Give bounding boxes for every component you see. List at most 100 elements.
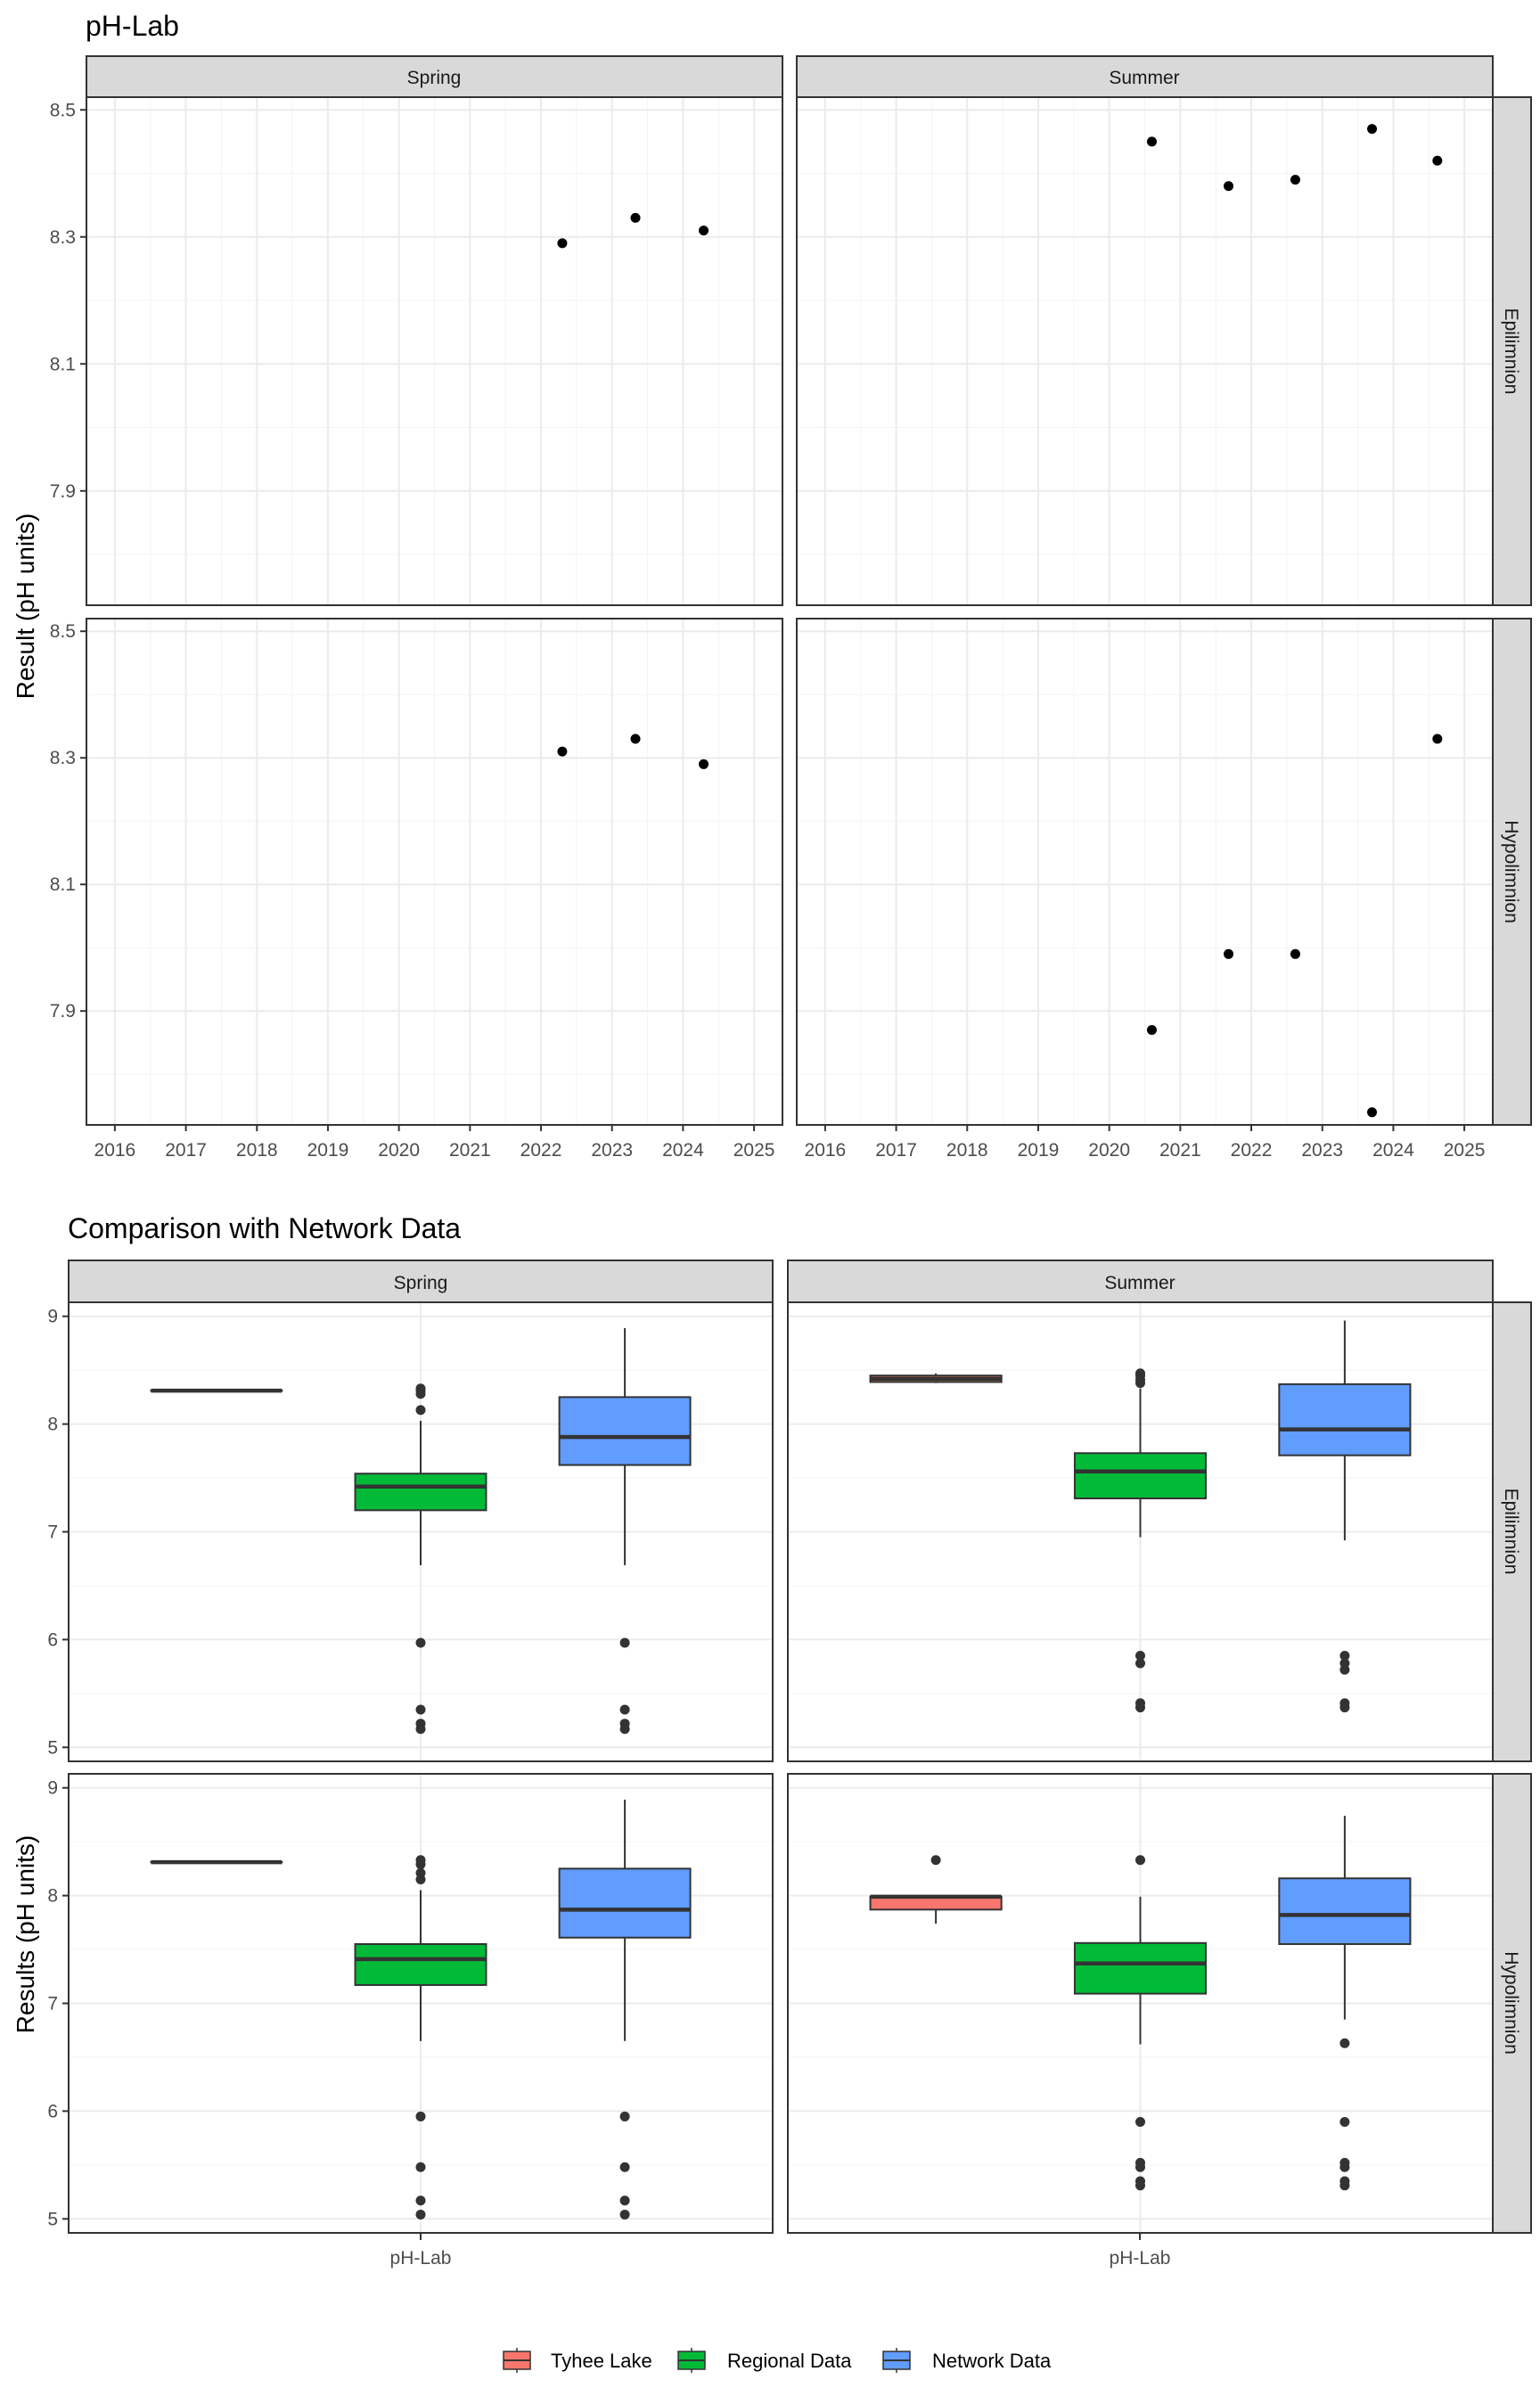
x-tick-label: 2025 (1444, 1140, 1486, 1161)
outlier-point (619, 2195, 630, 2206)
outlier-point (619, 1637, 630, 1648)
y-tick-label: 9 (47, 1778, 58, 1799)
legend-label-tyhee-lake: Tyhee Lake (551, 2350, 652, 2372)
scatter-y-ticks: 7.9 8.1 8.3 8.5 7.9 8.1 8.3 8.5 (50, 100, 86, 1022)
y-tick-label: 8.1 (50, 354, 76, 374)
y-tick-label: 8.3 (50, 227, 76, 248)
x-tick-label: 2018 (946, 1140, 988, 1161)
box-body (558, 1867, 692, 1939)
outlier-point (1135, 2162, 1145, 2172)
outlier-point (1339, 2162, 1350, 2172)
x-tick-label: 2023 (591, 1140, 633, 1161)
x-tick-label: 2016 (94, 1140, 136, 1161)
y-tick-label: 8.1 (50, 874, 76, 895)
outlier-point (1135, 1658, 1145, 1669)
boxplot-x-tick-label-spring: pH-Lab (390, 2248, 452, 2269)
scatter-strip-label-epilimnion: Epilimnion (1501, 308, 1521, 395)
data-point (699, 226, 709, 236)
box-regional-data (1073, 1368, 1208, 1713)
x-tick-label: 2020 (1088, 1140, 1130, 1161)
boxplot-strip-label-spring: Spring (394, 1273, 448, 1293)
x-tick-label: 2023 (1301, 1140, 1343, 1161)
scatter-strip-label-spring: Spring (407, 68, 462, 88)
scatter-title: pH-Lab (86, 10, 179, 42)
legend-item-tyhee-lake: Tyhee Lake (503, 2348, 652, 2373)
outlier-point (415, 2209, 426, 2220)
legend-label-regional-data: Regional Data (727, 2350, 852, 2372)
boxplot-title: Comparison with Network Data (68, 1212, 461, 1244)
y-tick-label: 7 (47, 1522, 58, 1543)
x-tick-label: 2025 (733, 1140, 775, 1161)
boxplot-strip-spring (68, 1260, 774, 1303)
scatter-strip-summer (796, 55, 1494, 98)
x-tick-label: 2020 (378, 1140, 420, 1161)
x-tick-label: 2017 (165, 1140, 207, 1161)
boxplot-panels (68, 1301, 1494, 2234)
box-tyhee-lake (869, 1855, 1003, 1924)
boxplot-strip-label-hypolimnion: Hypolimnion (1501, 1951, 1521, 2055)
outlier-point (1135, 1703, 1145, 1713)
data-point (1432, 155, 1443, 166)
box-network-data (558, 1800, 692, 2220)
outlier-point (415, 1724, 426, 1735)
data-point (1224, 948, 1234, 959)
y-tick-label: 7 (47, 1994, 58, 2014)
scatter-panel-spring-hypolimnion (86, 618, 783, 1126)
box-body (558, 1396, 692, 1466)
outlier-point (930, 1855, 941, 1866)
y-tick-label: 6 (47, 2101, 58, 2121)
box-network-data (1278, 1816, 1412, 2191)
outlier-point (1135, 2180, 1145, 2191)
data-point (1224, 181, 1234, 192)
boxplot-chart: Comparison with Network Data Results (pH… (12, 1212, 1532, 2269)
x-tick-label: 2024 (1372, 1140, 1414, 1161)
boxplot-panel-spring-hypolimnion (68, 1773, 774, 2234)
box-tyhee-lake (869, 1373, 1003, 1383)
scatter-y-axis-label: Result (pH units) (12, 513, 39, 700)
scatter-x-ticks: 2016 2017 2018 2019 2020 2021 2022 2023 2024 2025… (94, 1125, 1486, 1161)
x-tick-label: 2021 (1159, 1140, 1201, 1161)
boxplot-strip-label-epilimnion: Epilimnion (1501, 1489, 1521, 1575)
box-body (1278, 1383, 1412, 1456)
data-point (1432, 734, 1443, 744)
box-network-data (558, 1328, 692, 1735)
boxplot-y-ticks: 5 6 7 8 9 5 6 7 8 9 (47, 1307, 69, 2229)
legend-label-network-data: Network Data (932, 2350, 1052, 2372)
y-tick-label: 8.3 (50, 748, 76, 768)
outlier-point (1339, 1651, 1350, 1662)
scatter-strip-epilimnion (1492, 96, 1532, 606)
box-network-data (1278, 1320, 1412, 1713)
y-tick-label: 8 (47, 1886, 58, 1907)
outlier-point (1135, 1368, 1145, 1379)
outlier-point (415, 1704, 426, 1715)
data-point (557, 238, 568, 249)
box-regional-data (1073, 1855, 1208, 2191)
panel-border (86, 96, 783, 606)
scatter-strip-hypolimnion (1492, 618, 1532, 1126)
x-tick-label: 2016 (805, 1140, 847, 1161)
x-tick-label: 2022 (520, 1140, 562, 1161)
outlier-point (1135, 1855, 1145, 1866)
x-tick-label: 2019 (307, 1140, 349, 1161)
data-point (1146, 136, 1157, 147)
box-body (354, 1473, 487, 1512)
outlier-point (1339, 1703, 1350, 1713)
x-tick-label: 2017 (875, 1140, 917, 1161)
outlier-point (1339, 1664, 1350, 1675)
outlier-point (415, 2195, 426, 2206)
data-point (1367, 124, 1378, 135)
panel-border (86, 618, 783, 1126)
outlier-point (1135, 2116, 1145, 2127)
scatter-panel-summer-hypolimnion (796, 618, 1494, 1126)
outlier-point (619, 1704, 630, 1715)
x-tick-label: 2024 (662, 1140, 704, 1161)
scatter-panels (86, 96, 1494, 1126)
x-tick-label: 2018 (236, 1140, 278, 1161)
data-point (1367, 1107, 1378, 1118)
x-tick-label: 2021 (449, 1140, 491, 1161)
data-point (630, 734, 641, 744)
box-body (1073, 1941, 1208, 1995)
outlier-point (1339, 2180, 1350, 2191)
boxplot-y-axis-label: Results (pH units) (12, 1835, 39, 2034)
